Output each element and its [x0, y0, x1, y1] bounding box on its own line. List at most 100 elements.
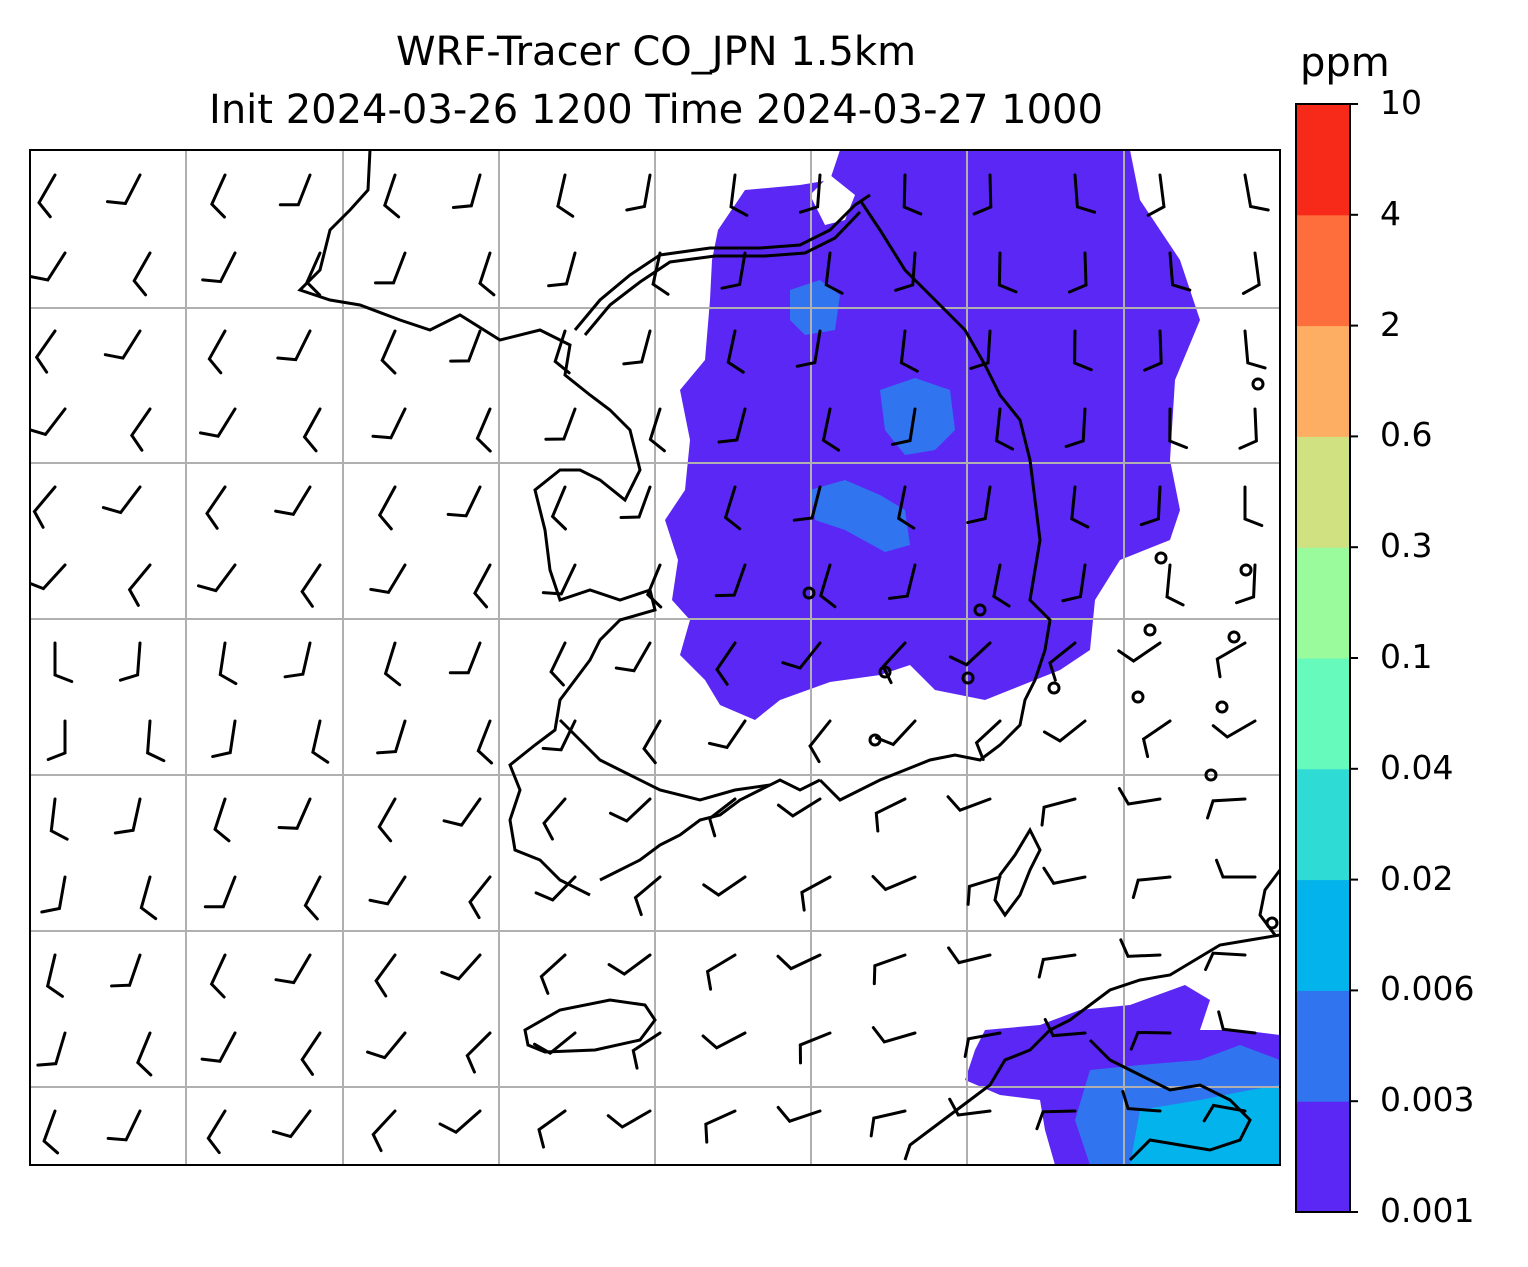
wind-barb: [1143, 329, 1163, 372]
wind-barb: [541, 563, 577, 596]
wind-barb: [1037, 953, 1077, 979]
coast-korea-west: [818, 199, 1052, 802]
wind-barb: [625, 173, 652, 212]
wind-barb: [373, 251, 407, 285]
wind-barb: [1202, 1103, 1247, 1123]
wind-barb: [553, 329, 571, 375]
wind-barb: [707, 797, 737, 838]
gridlines: [30, 150, 1280, 1165]
wind-barb: [1121, 1089, 1162, 1113]
colorbar-frame: [1295, 103, 1351, 1213]
wind-barb: [132, 251, 152, 297]
wind-barb: [549, 641, 567, 687]
wind-barb: [205, 485, 227, 530]
wind-barb: [972, 173, 993, 216]
wind-barb: [717, 407, 747, 444]
colorbar-segment: [1296, 990, 1350, 1102]
wind-barb: [1243, 485, 1264, 528]
wind-barb: [32, 485, 57, 529]
colorbar-tick-label: 0.6: [1380, 415, 1433, 455]
coast-bay-north: [573, 193, 871, 331]
colorbar-tick-label: 0.3: [1380, 526, 1433, 566]
wind-barb: [369, 563, 407, 595]
wind-barb: [1117, 786, 1162, 806]
wind-barb: [798, 1031, 832, 1065]
wind-barb: [1214, 858, 1257, 879]
wind-barb: [1215, 641, 1247, 679]
wind-barb: [633, 875, 662, 917]
wind-barb: [110, 953, 142, 988]
wind-barb: [1243, 329, 1267, 370]
wind-barb: [478, 251, 496, 297]
wind-barb: [101, 485, 142, 515]
wind-barb: [303, 875, 322, 921]
wind-barb: [946, 795, 992, 812]
colorbar-tick-label: 0.1: [1380, 637, 1433, 676]
wind-barb: [136, 1031, 153, 1077]
plume-gap: [810, 175, 855, 225]
colorbar-tick-label: 0.02: [1380, 858, 1454, 898]
coast-tsushima: [993, 826, 1042, 918]
wind-barb: [118, 641, 142, 682]
wind-barb: [995, 407, 1015, 451]
wind-barb: [776, 1105, 822, 1123]
wind-barb: [556, 173, 575, 218]
wind-barb: [539, 953, 567, 995]
wind-barb: [476, 719, 494, 765]
wind-barb: [542, 797, 567, 841]
co-plume-patch-2: [880, 378, 955, 455]
wind-barb: [533, 1031, 577, 1055]
wind-barb: [948, 641, 992, 667]
wind-barb: [704, 1109, 737, 1144]
colorbar-segment: [1296, 214, 1350, 327]
wind-barb: [1067, 251, 1088, 294]
wind-barb: [902, 173, 923, 216]
wind-barb: [776, 797, 822, 818]
wind-barb: [715, 641, 737, 686]
wind-barb: [105, 173, 142, 206]
wind-barb: [37, 173, 57, 219]
colorbar-tick-label: 2: [1380, 304, 1401, 344]
wind-barb: [871, 875, 917, 892]
colorbar-segment: [1296, 1101, 1350, 1213]
wind-barb: [707, 719, 747, 750]
wind-barb: [547, 251, 577, 288]
wind-barb: [49, 797, 69, 841]
wind-barb: [371, 1109, 397, 1153]
wind-barb: [776, 953, 822, 971]
wind-barb: [53, 641, 74, 684]
coast-korea-south: [599, 778, 821, 882]
wind-barb: [278, 173, 312, 207]
wind-barb: [948, 1097, 992, 1117]
wind-barb: [440, 953, 482, 981]
wind-barb: [449, 329, 482, 363]
wind-barb: [874, 797, 907, 833]
wind-barb: [1211, 719, 1257, 739]
wind-barb: [729, 173, 749, 217]
wind-barb: [1204, 951, 1247, 972]
wind-barb: [1119, 938, 1162, 958]
wind-barb: [311, 719, 330, 764]
wind-barb: [1064, 407, 1087, 449]
wind-barb: [213, 797, 231, 843]
wind-barb: [645, 563, 663, 609]
wind-barb: [1073, 329, 1093, 372]
colorbar-tick-label: 10: [1380, 83, 1422, 122]
wind-barb: [899, 329, 919, 373]
wind-barb: [1043, 1017, 1087, 1038]
wind-barb: [113, 797, 142, 835]
wind-barb: [465, 1031, 492, 1074]
colorbar-tick-label: 0.006: [1380, 969, 1475, 1009]
wind-barb: [705, 953, 737, 991]
wind-barb: [894, 251, 917, 292]
wind-barb: [1165, 563, 1185, 607]
wind-barb: [550, 485, 567, 531]
wind-barb: [366, 1031, 407, 1060]
wind-barb: [106, 1109, 142, 1142]
wind-barb: [1131, 875, 1172, 900]
colorbar-unit: ppm: [1300, 40, 1390, 86]
map-title-line2: Init 2024-03-26 1200 Time 2024-03-27 100…: [209, 87, 1103, 133]
wind-barb: [209, 953, 227, 999]
wind-barb: [271, 1109, 312, 1139]
wind-barb: [1168, 407, 1189, 450]
